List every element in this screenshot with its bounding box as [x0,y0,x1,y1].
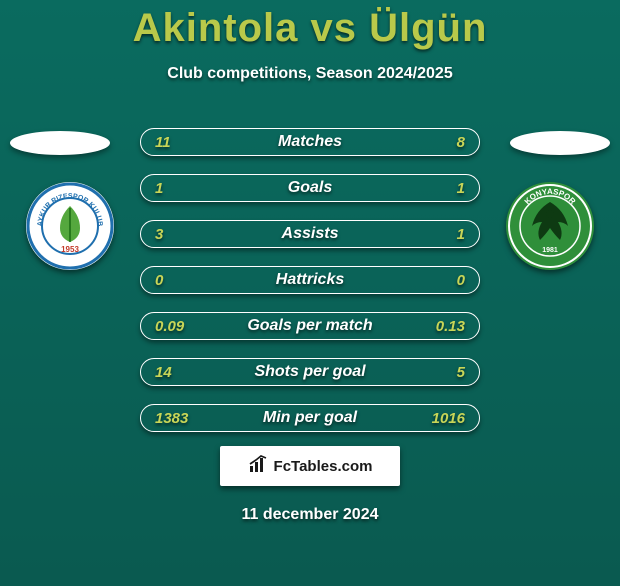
subtitle: Club competitions, Season 2024/2025 [0,65,620,83]
rizespor-logo: 1953 CAYKUR RIZESPOR KULUBU [26,182,114,270]
stat-value-right: 1 [425,226,465,243]
stat-row: 14 Shots per goal 5 [140,358,480,386]
stat-value-left: 0 [155,272,195,289]
player-left-oval [10,131,110,155]
stat-value-left: 1 [155,180,195,197]
stats-table: 11 Matches 8 1 Goals 1 3 Assists 1 0 Hat… [140,128,480,450]
stat-label: Goals per match [247,317,372,335]
chart-icon [248,454,268,478]
stat-label: Min per goal [263,409,357,427]
stat-row: 11 Matches 8 [140,128,480,156]
stat-value-right: 8 [425,134,465,151]
stat-row: 0 Hattricks 0 [140,266,480,294]
svg-text:1953: 1953 [61,245,79,254]
svg-text:1981: 1981 [542,247,558,254]
footer-label: FcTables.com [274,458,373,475]
konyaspor-logo: KONYASPOR 1981 [506,182,594,270]
stat-label: Hattricks [276,271,344,289]
stat-value-left: 0.09 [155,318,195,335]
stat-value-right: 1 [425,180,465,197]
stat-value-left: 11 [155,134,195,151]
page-title: Akintola vs Ülgün [0,6,620,51]
stat-row: 1 Goals 1 [140,174,480,202]
stat-label: Matches [278,133,342,151]
stat-label: Shots per goal [254,363,365,381]
footer-branding: FcTables.com [220,446,400,486]
stat-row: 3 Assists 1 [140,220,480,248]
stat-value-left: 14 [155,364,195,381]
stat-value-right: 5 [425,364,465,381]
player-right-oval [510,131,610,155]
stat-value-left: 3 [155,226,195,243]
stat-label: Assists [282,225,339,243]
stat-value-right: 0.13 [425,318,465,335]
stat-label: Goals [288,179,332,197]
stat-value-left: 1383 [155,410,195,427]
stat-row: 0.09 Goals per match 0.13 [140,312,480,340]
stat-value-right: 1016 [425,410,465,427]
stat-row: 1383 Min per goal 1016 [140,404,480,432]
image-date: 11 december 2024 [242,506,379,524]
stat-value-right: 0 [425,272,465,289]
